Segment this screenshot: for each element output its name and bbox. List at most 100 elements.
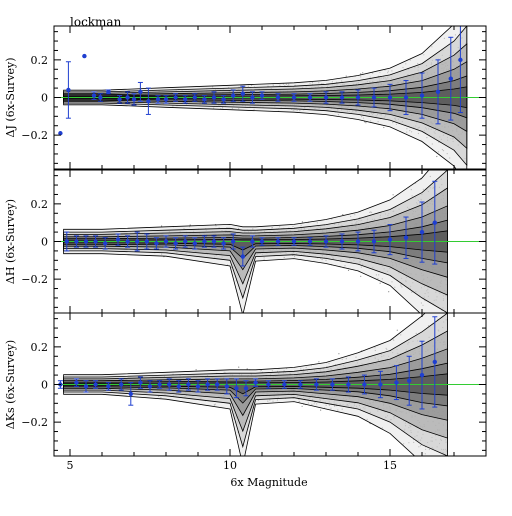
y-axis-title: ΔJ (6x-Survey) [4,58,17,138]
data-marker [65,239,69,243]
data-marker [164,239,168,243]
background-point [461,12,462,13]
data-marker [420,93,424,97]
data-marker [117,97,121,101]
data-marker [372,95,376,99]
y-tick-label: −0.2 [21,129,48,142]
data-marker [164,97,168,101]
y-tick-label: 0.2 [31,198,49,211]
background-point [302,221,303,222]
data-marker [84,239,88,243]
background-point [365,122,366,123]
y-tick-label: −0.2 [21,273,48,286]
data-marker [138,90,142,94]
data-marker [125,239,129,243]
background-point [380,283,381,284]
y-tick-label: 0.2 [31,54,49,67]
data-marker [340,239,344,243]
panel-plot-area [54,5,486,186]
data-marker [82,54,86,58]
data-marker [308,239,312,243]
data-marker [308,95,312,99]
data-marker [276,95,280,99]
data-marker [212,95,216,99]
background-point [393,194,394,195]
binned-data-point [82,54,86,58]
data-marker [156,97,160,101]
data-marker [173,95,177,99]
background-point [238,367,239,368]
data-marker [212,239,216,243]
data-marker [106,90,110,94]
background-point [443,462,444,463]
data-marker [146,99,150,103]
data-marker [241,92,245,96]
data-marker [404,95,408,99]
data-marker [173,241,177,245]
background-point [388,291,389,292]
background-point [348,270,349,271]
background-point [360,276,361,277]
data-marker [154,241,158,245]
background-point [362,72,363,73]
background-point [161,225,162,226]
data-marker [388,95,392,99]
background-point [397,330,398,331]
y-tick-label: 0 [41,92,48,105]
data-marker [183,97,187,101]
data-marker [116,237,120,241]
data-marker [260,239,264,243]
panel-2: −0.2 0 0.2 ΔH (6x-Survey) [4,149,486,335]
data-marker [66,88,70,92]
data-marker [202,97,206,101]
data-marker [221,241,225,245]
background-point [338,353,339,354]
data-marker [292,95,296,99]
binned-data-point [106,90,111,94]
background-point [196,369,197,370]
data-marker [193,241,197,245]
x-axis-title: 6x Magnitude [230,476,307,489]
data-marker [340,95,344,99]
data-marker [221,97,225,101]
panel-plot-area [54,149,486,335]
data-marker [241,254,245,258]
background-point [383,127,384,128]
data-marker [98,95,102,99]
panel-plot-area [54,292,486,478]
background-point [440,159,441,160]
binned-data-point [66,62,71,118]
data-marker [324,239,328,243]
background-point [247,368,248,369]
data-marker [103,241,107,245]
data-marker [250,95,254,99]
data-marker [388,237,392,241]
data-marker [250,239,254,243]
background-point [360,73,361,74]
data-marker [292,239,296,243]
background-point [346,76,347,77]
data-marker [449,76,453,80]
background-point [440,158,441,159]
data-marker [202,239,206,243]
data-marker [324,95,328,99]
y-tick-label: 0 [41,236,48,249]
background-point [436,156,437,157]
data-marker [193,95,197,99]
data-marker [276,239,280,243]
data-marker [356,95,360,99]
data-marker [231,93,235,97]
data-marker [145,239,149,243]
data-marker [92,93,96,97]
data-marker [356,239,360,243]
background-point [342,214,343,215]
data-marker [404,236,408,240]
data-marker [125,95,129,99]
data-marker [420,230,424,234]
data-marker [132,97,136,101]
y-axis-title: ΔH (6x-Survey) [4,199,17,284]
data-marker [260,93,264,97]
background-point [430,161,431,162]
